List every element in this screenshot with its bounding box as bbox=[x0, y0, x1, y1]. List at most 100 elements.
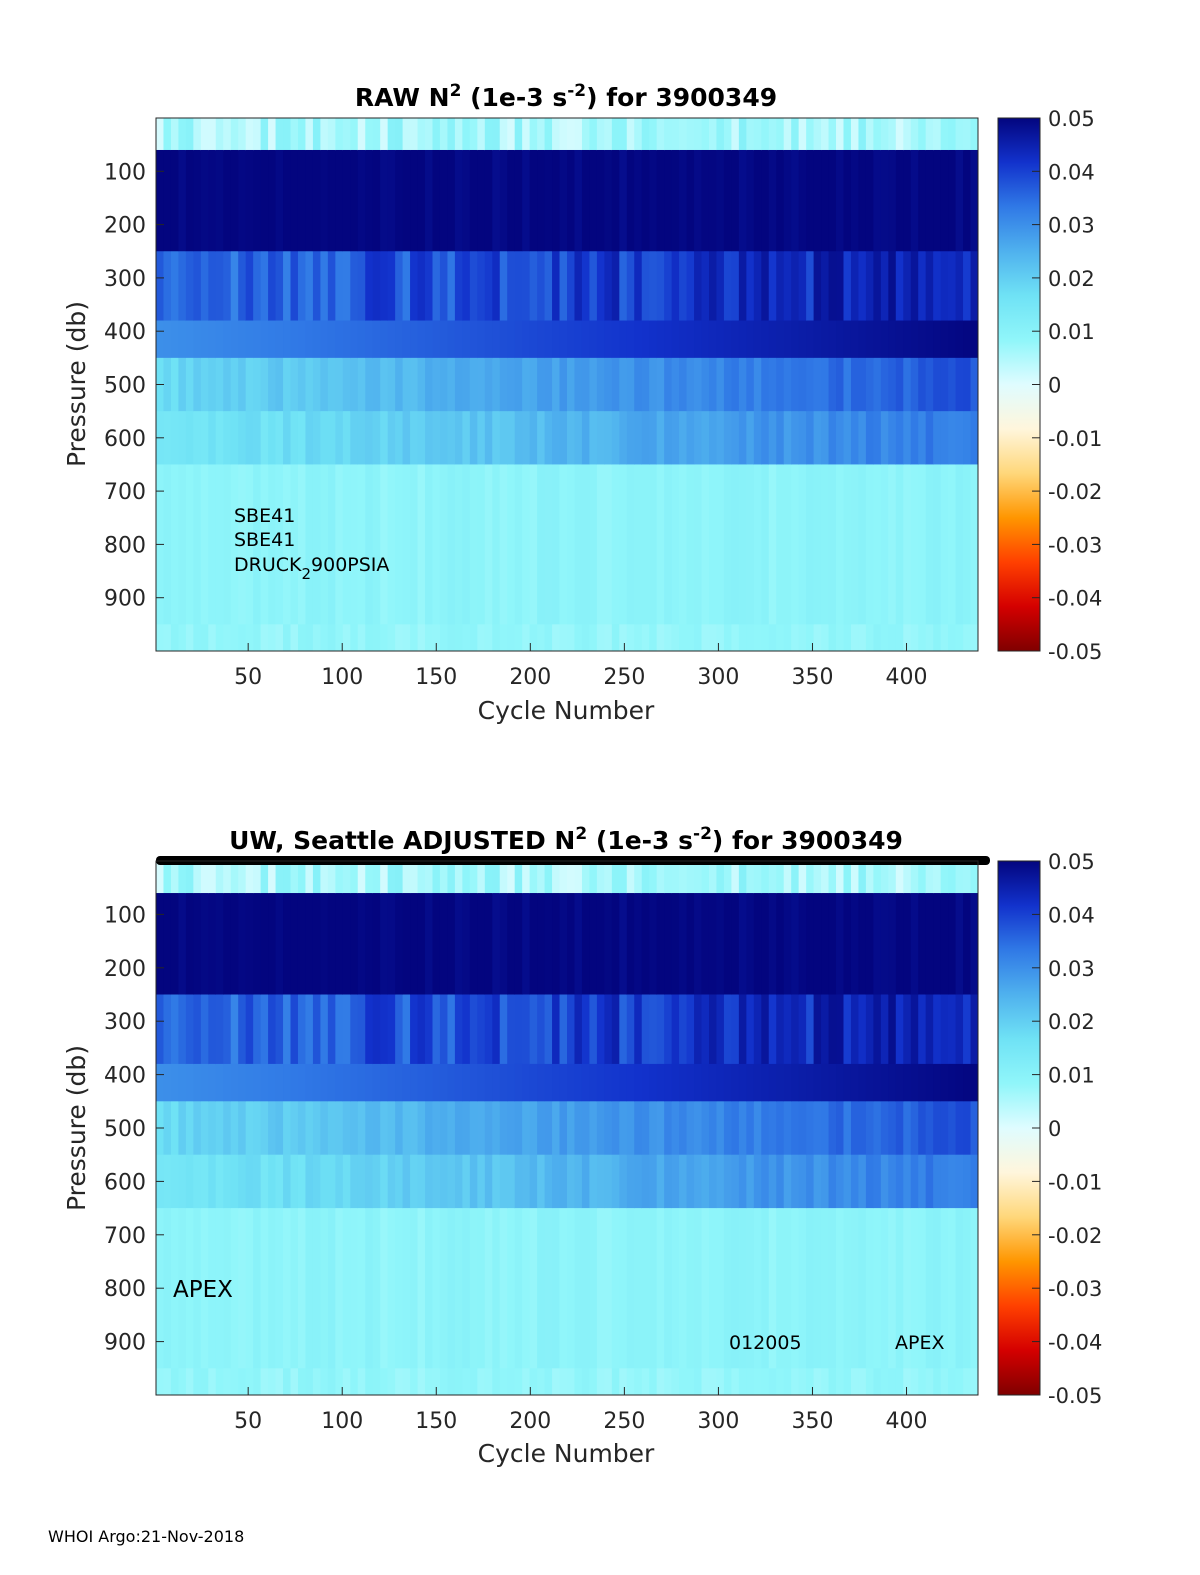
heatmap-cell bbox=[208, 1101, 217, 1156]
heatmap-cell bbox=[208, 861, 217, 894]
heatmap-cell bbox=[193, 464, 202, 625]
heatmap-cell bbox=[365, 1208, 374, 1369]
heatmap-cell bbox=[387, 251, 396, 322]
heatmap-cell bbox=[843, 1154, 852, 1209]
heatmap-cell bbox=[402, 411, 411, 465]
heatmap-cell bbox=[432, 1368, 441, 1395]
heatmap-cell bbox=[275, 994, 284, 1065]
heatmap-cell bbox=[245, 861, 254, 894]
heatmap-cell bbox=[828, 861, 837, 894]
heatmap-cell bbox=[230, 861, 239, 894]
heatmap-cell bbox=[918, 624, 927, 651]
heatmap-cell bbox=[492, 357, 501, 412]
heatmap-cell bbox=[619, 861, 628, 894]
heatmap-cell bbox=[335, 1101, 344, 1156]
heatmap-cell bbox=[888, 1154, 897, 1209]
heatmap-cell bbox=[694, 1101, 703, 1156]
heatmap-column bbox=[880, 861, 889, 1395]
heatmap-cell bbox=[694, 149, 703, 252]
heatmap-cell bbox=[776, 1368, 785, 1395]
heatmap-cell bbox=[469, 893, 478, 995]
heatmap-cell bbox=[537, 149, 546, 252]
heatmap-cell bbox=[611, 357, 620, 412]
heatmap-cell bbox=[634, 411, 643, 465]
heatmap-cell bbox=[477, 1101, 486, 1156]
heatmap-cell bbox=[761, 251, 770, 322]
heatmap-cell bbox=[454, 149, 463, 252]
heatmap-cell bbox=[649, 320, 658, 359]
heatmap-cell bbox=[193, 320, 202, 359]
heatmap-cell bbox=[529, 624, 538, 651]
heatmap-column bbox=[365, 861, 374, 1395]
heatmap-cell bbox=[432, 1063, 441, 1102]
heatmap-cell bbox=[372, 411, 381, 465]
heatmap-cell bbox=[596, 251, 605, 322]
heatmap-cell bbox=[514, 411, 523, 465]
heatmap-cell bbox=[327, 1208, 336, 1369]
heatmap-cell bbox=[522, 1208, 531, 1369]
heatmap-cell bbox=[484, 464, 493, 625]
heatmap-cell bbox=[439, 320, 449, 359]
heatmap-column bbox=[828, 861, 837, 1395]
heatmap-column bbox=[731, 118, 740, 651]
heatmap-cell bbox=[895, 624, 904, 651]
heatmap-column bbox=[716, 118, 725, 651]
heatmap-cell bbox=[327, 893, 336, 995]
heatmap-cell bbox=[604, 118, 613, 151]
heatmap-column bbox=[283, 861, 292, 1395]
heatmap-cell bbox=[253, 357, 262, 412]
heatmap-cell bbox=[499, 320, 508, 359]
heatmap-cell bbox=[529, 118, 538, 151]
heatmap-cell bbox=[828, 320, 837, 359]
heatmap-cell bbox=[925, 118, 934, 151]
heatmap-cell bbox=[850, 893, 860, 995]
heatmap-cell bbox=[170, 464, 180, 625]
heatmap-cell bbox=[469, 1368, 478, 1395]
heatmap-column bbox=[955, 118, 964, 651]
heatmap-column bbox=[260, 118, 269, 651]
heatmap-cell bbox=[447, 149, 456, 252]
heatmap-cell bbox=[738, 251, 747, 322]
heatmap-column bbox=[185, 118, 194, 651]
heatmap-cell bbox=[559, 411, 568, 465]
heatmap-cell bbox=[850, 1368, 860, 1395]
heatmap-cell bbox=[925, 1063, 934, 1102]
heatmap-cell bbox=[634, 118, 643, 151]
heatmap-cell bbox=[776, 1101, 785, 1156]
heatmap-cell bbox=[903, 411, 912, 465]
heatmap-cell bbox=[469, 320, 478, 359]
heatmap-cell bbox=[619, 1154, 628, 1209]
heatmap-cell bbox=[843, 1208, 852, 1369]
heatmap-cell bbox=[768, 357, 777, 412]
heatmap-cell bbox=[410, 118, 419, 151]
heatmap-cell bbox=[933, 1368, 942, 1395]
heatmap-cell bbox=[768, 118, 777, 151]
heatmap-cell bbox=[230, 464, 239, 625]
heatmap-cell bbox=[768, 251, 777, 322]
heatmap-column bbox=[761, 861, 770, 1395]
heatmap-column bbox=[821, 861, 830, 1395]
heatmap-cell bbox=[619, 149, 628, 252]
heatmap-column bbox=[283, 118, 292, 651]
heatmap-cell bbox=[432, 861, 441, 894]
heatmap-cell bbox=[365, 893, 374, 995]
heatmap-cell bbox=[312, 149, 321, 252]
heatmap-cell bbox=[283, 994, 292, 1065]
heatmap-column bbox=[499, 118, 508, 651]
heatmap-cell bbox=[970, 149, 978, 252]
heatmap-cell bbox=[753, 411, 762, 465]
heatmap-cell bbox=[492, 118, 501, 151]
heatmap-cell bbox=[350, 861, 359, 894]
heatmap-column bbox=[836, 861, 845, 1395]
heatmap-cell bbox=[940, 624, 949, 651]
heatmap-cell bbox=[492, 251, 501, 322]
heatmap-cell bbox=[402, 624, 411, 651]
heatmap-cell bbox=[694, 357, 703, 412]
heatmap-cell bbox=[963, 1101, 972, 1156]
heatmap-cell bbox=[514, 861, 523, 894]
heatmap-cell bbox=[686, 118, 695, 151]
y-tick-label: 400 bbox=[104, 320, 146, 345]
heatmap-cell bbox=[716, 893, 725, 995]
heatmap-cell bbox=[865, 994, 874, 1065]
heatmap-cell bbox=[731, 464, 740, 625]
